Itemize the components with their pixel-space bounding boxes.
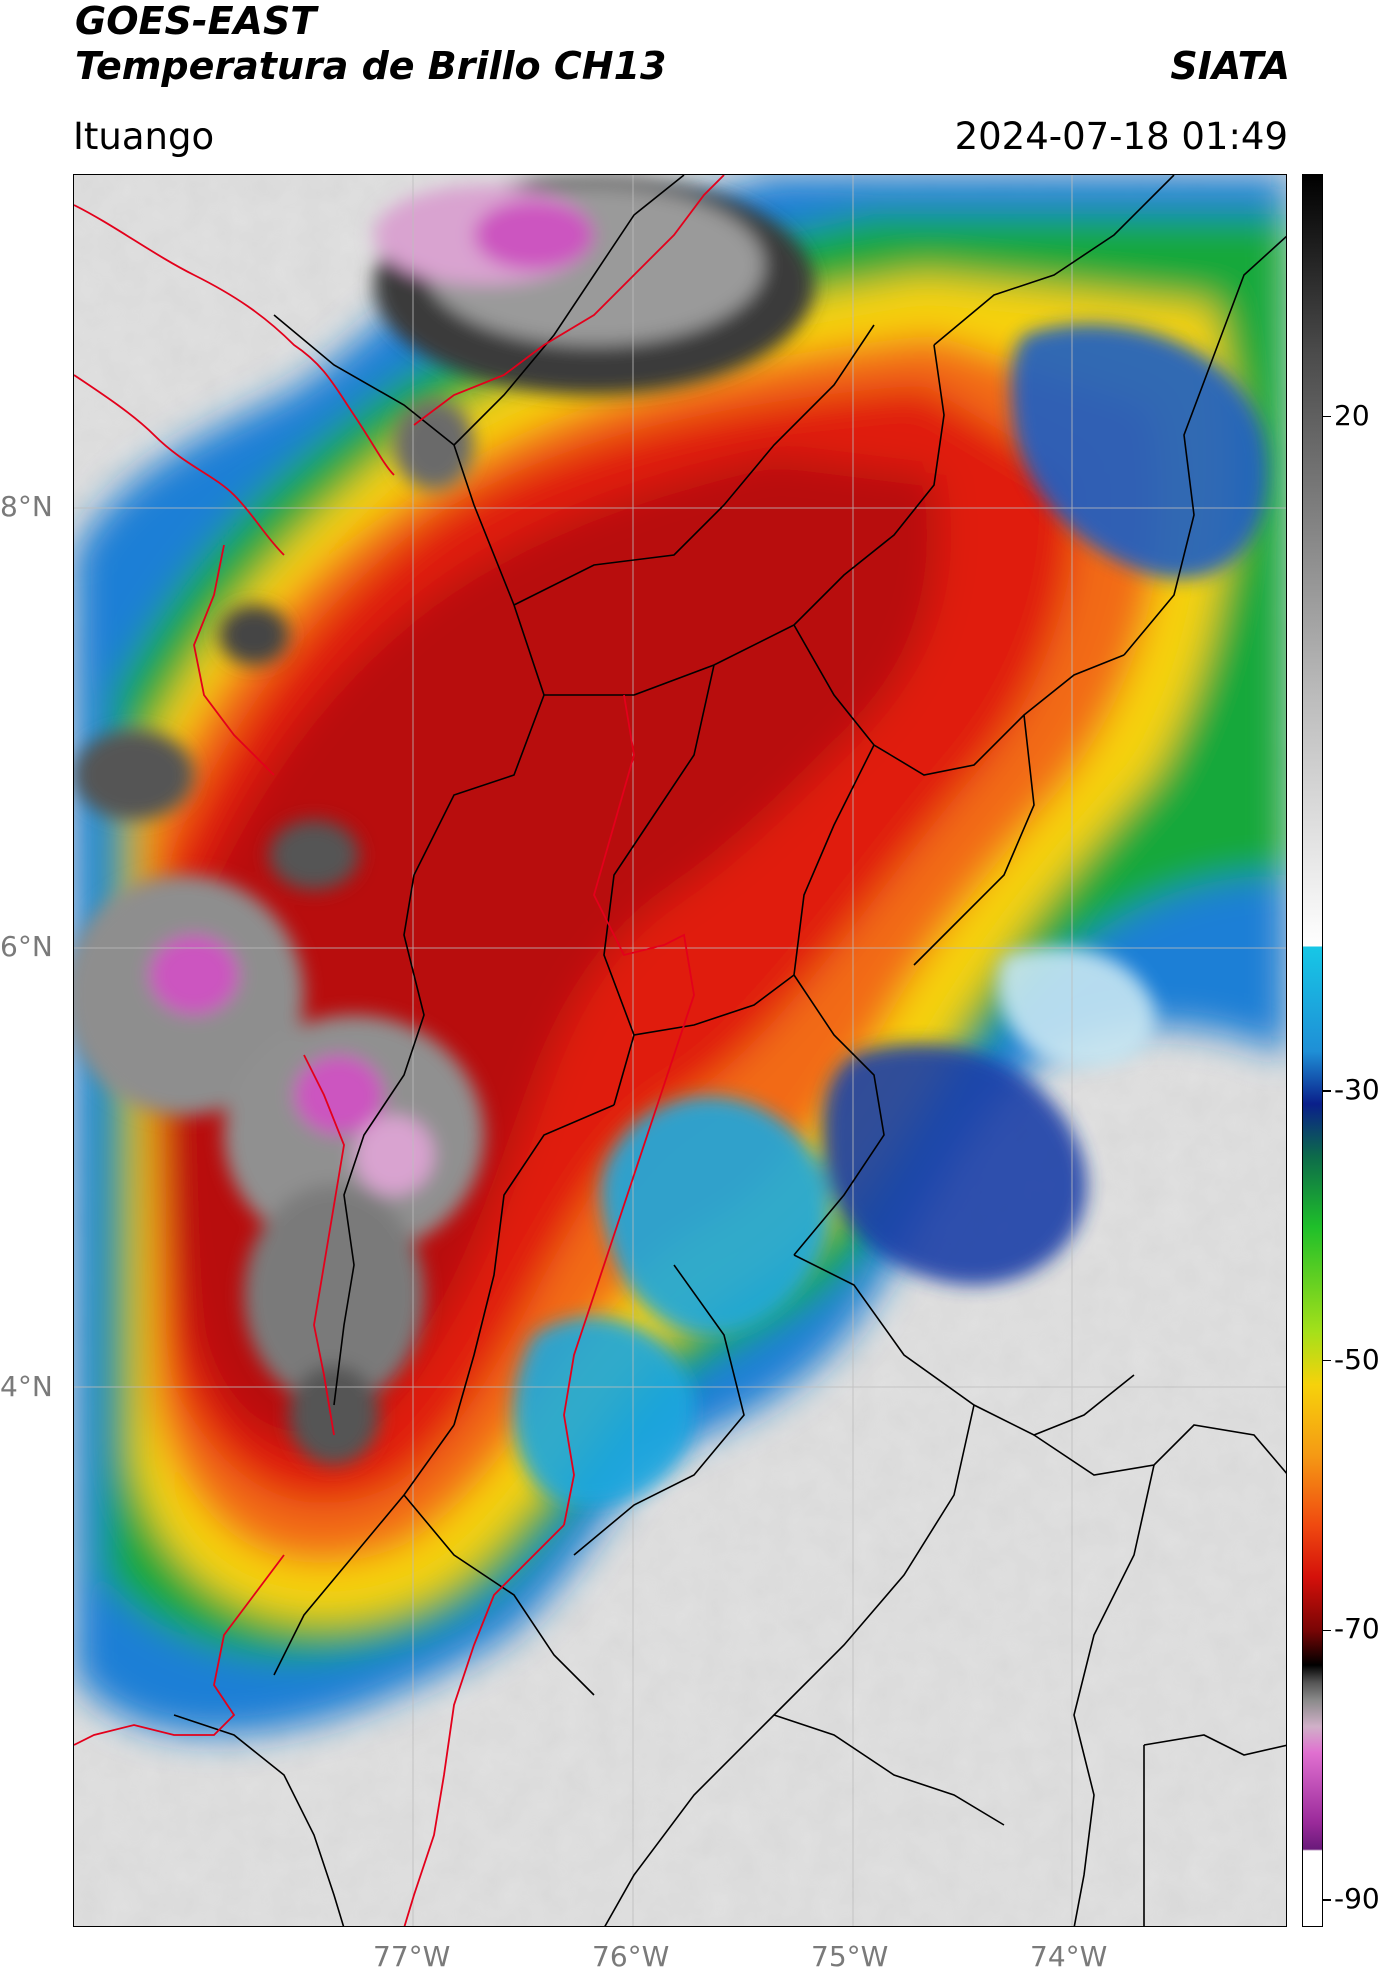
product-title: Temperatura de Brillo CH13 bbox=[75, 44, 667, 88]
colorbar-gradient bbox=[1303, 175, 1322, 1926]
colorbar-tick bbox=[1323, 1899, 1331, 1901]
colorbar-label: -30 bbox=[1334, 1072, 1380, 1106]
org-title: SIATA bbox=[1170, 44, 1290, 88]
temperature-colorbar bbox=[1302, 174, 1323, 1927]
lon-tick-77w: 77°W bbox=[373, 1940, 451, 1973]
colorbar-tick bbox=[1323, 1629, 1331, 1632]
colorbar-label: -90 bbox=[1334, 1882, 1380, 1916]
lon-tick-75w: 75°W bbox=[811, 1940, 889, 1973]
colorbar-label: -70 bbox=[1334, 1612, 1380, 1646]
lat-tick-4n: 4°N bbox=[0, 1370, 53, 1403]
region-label: Ituango bbox=[73, 115, 215, 158]
department-borders bbox=[173, 175, 1286, 1926]
colorbar-tick bbox=[1323, 415, 1331, 418]
lon-tick-76w: 76°W bbox=[592, 1940, 670, 1973]
colorbar-tick bbox=[1323, 1359, 1331, 1362]
lon-tick-74w: 74°W bbox=[1030, 1940, 1108, 1973]
satellite-title: GOES-EAST bbox=[75, 0, 317, 43]
colorbar-label: 20 bbox=[1334, 398, 1370, 432]
lat-tick-6n: 6°N bbox=[0, 930, 53, 963]
satellite-map bbox=[73, 174, 1287, 1927]
colorbar-label: -50 bbox=[1334, 1342, 1380, 1376]
country-borders bbox=[74, 175, 725, 1926]
graticule bbox=[74, 175, 1286, 1926]
lat-tick-8n: 8°N bbox=[0, 490, 53, 523]
colorbar-tick bbox=[1323, 1090, 1331, 1092]
map-canvas bbox=[74, 175, 1286, 1926]
datetime-label: 2024-07-18 01:49 bbox=[954, 115, 1288, 158]
